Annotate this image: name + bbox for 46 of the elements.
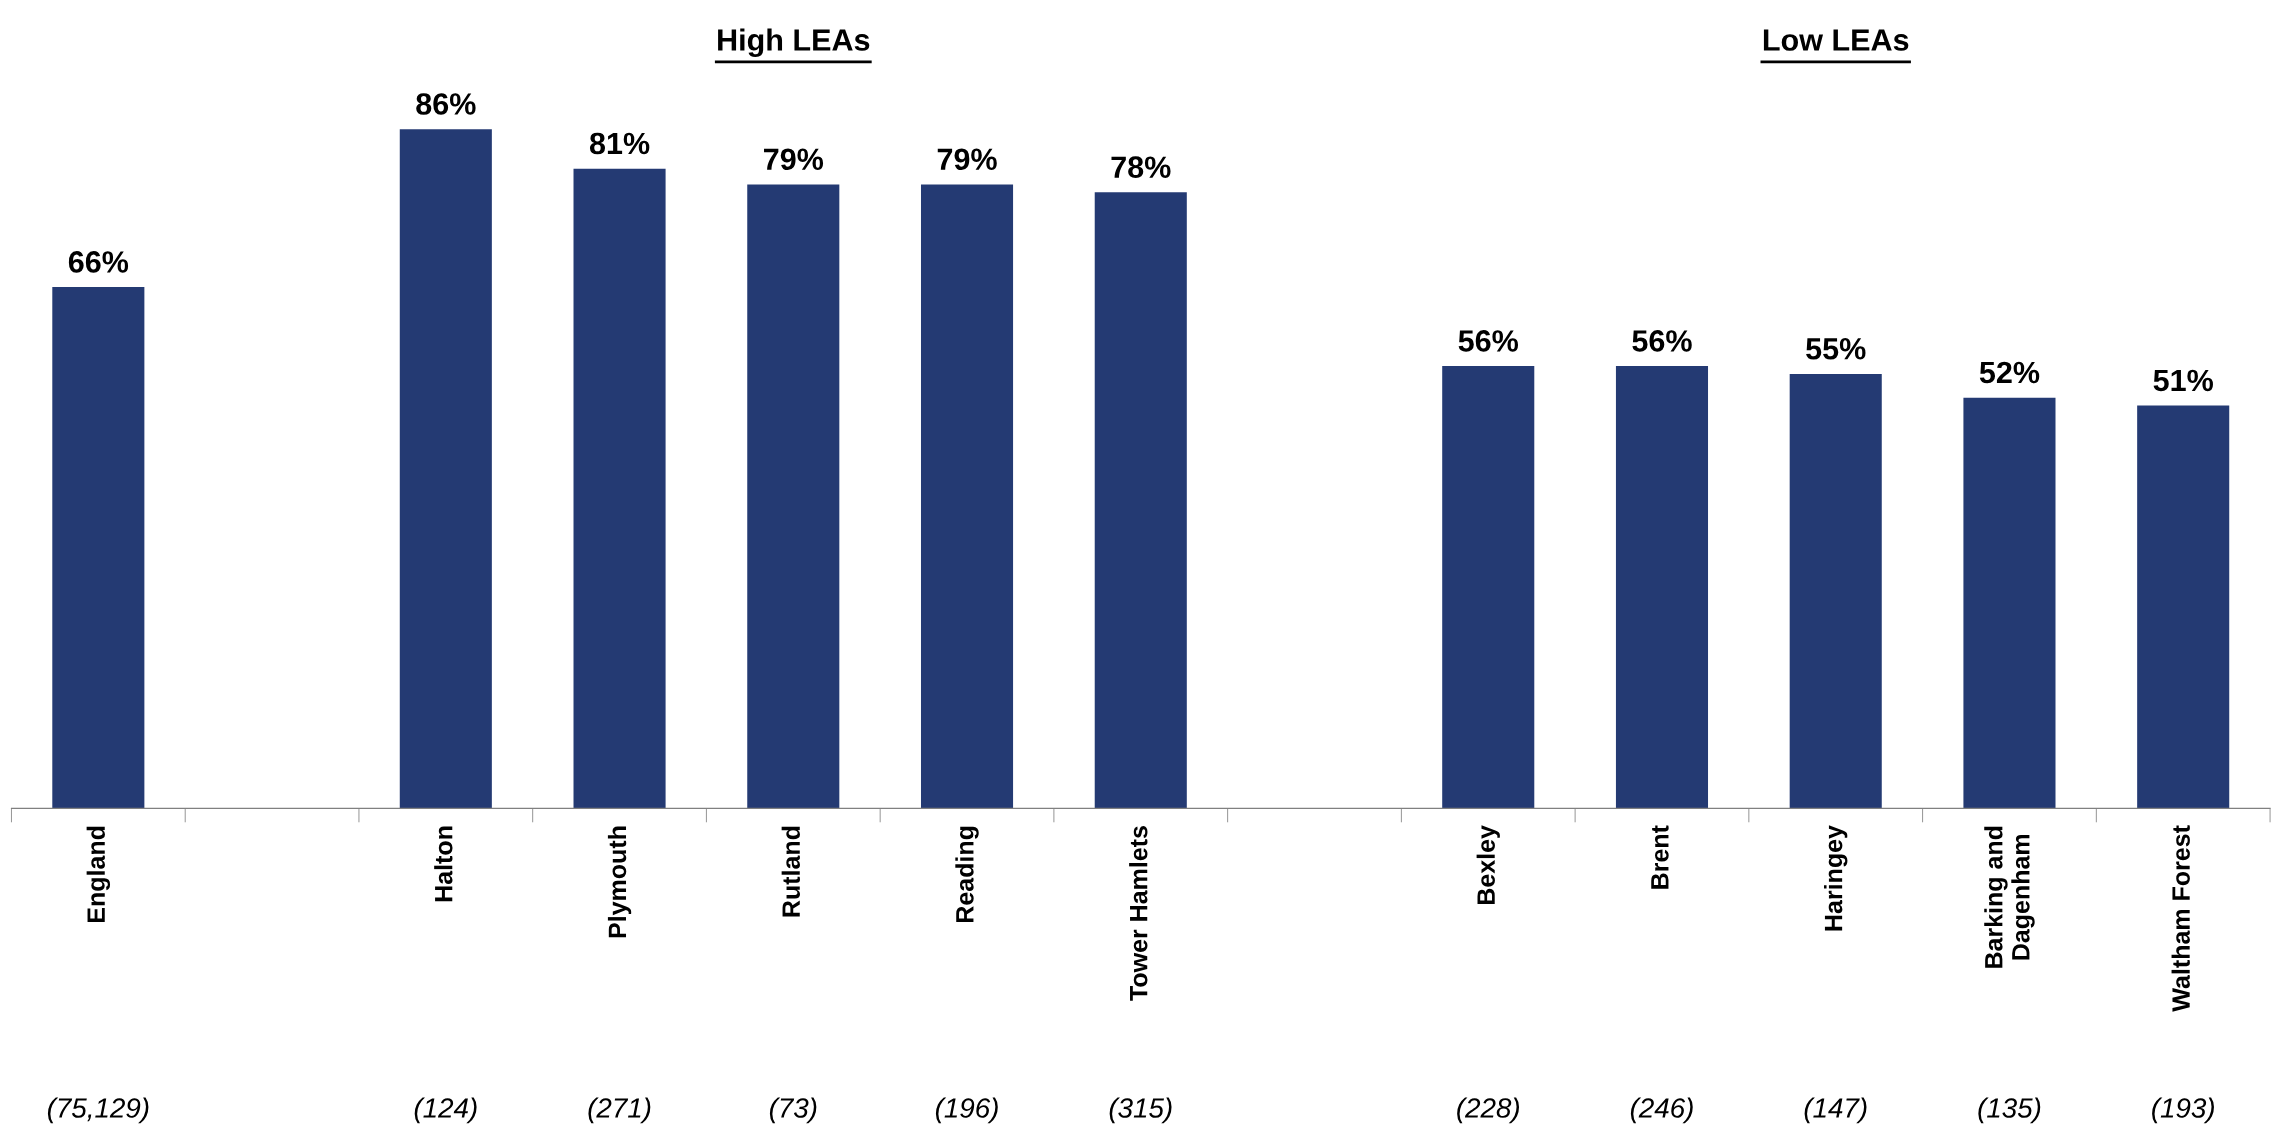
bar bbox=[1615, 366, 1709, 809]
x-tick-label: Halton bbox=[434, 826, 453, 902]
data-label: 55% bbox=[1806, 338, 1866, 360]
x-tick-label: Plymouth bbox=[607, 826, 632, 938]
bar bbox=[1094, 192, 1187, 809]
data-label: 78% bbox=[1111, 156, 1171, 178]
text: (73) bbox=[769, 1097, 817, 1124]
text: (193) bbox=[2152, 1097, 2214, 1124]
x-tick-label: Waltham Forest bbox=[2171, 825, 2190, 1012]
x-tick-label: Bexley bbox=[1476, 825, 1500, 905]
bar bbox=[52, 287, 145, 809]
bar bbox=[573, 168, 666, 809]
x-tick-label: Haringey bbox=[1824, 825, 1848, 931]
text: (135) bbox=[1978, 1097, 2041, 1124]
data-label: 56% bbox=[1458, 330, 1519, 352]
bar bbox=[1963, 397, 2056, 809]
text: (271) bbox=[588, 1097, 651, 1124]
data-label: 52% bbox=[1979, 361, 2040, 384]
text: (246) bbox=[1630, 1097, 1693, 1124]
x-tick-label: England bbox=[86, 826, 111, 922]
data-label: 66% bbox=[68, 251, 129, 273]
bar bbox=[2137, 405, 2230, 809]
text: (147) bbox=[1804, 1097, 1867, 1124]
text: High LEAs bbox=[718, 28, 870, 58]
data-label: 56% bbox=[1632, 330, 1692, 352]
text: (124) bbox=[414, 1097, 477, 1124]
text: Low LEAs bbox=[1763, 29, 1909, 51]
data-label: 51% bbox=[2153, 369, 2213, 392]
bar bbox=[1442, 366, 1535, 809]
data-label: 86% bbox=[416, 93, 476, 115]
data-label: 79% bbox=[764, 148, 824, 171]
bar bbox=[920, 184, 1014, 809]
x-tick-label: Reading bbox=[955, 826, 979, 923]
bar bbox=[747, 184, 840, 809]
bar bbox=[399, 129, 492, 809]
x-tick-label: Barking and Dagenham bbox=[1984, 826, 2035, 968]
x-tick-label: Brent bbox=[1651, 825, 1669, 889]
text: (315) bbox=[1109, 1097, 1172, 1124]
text: (75,129) bbox=[47, 1097, 149, 1124]
text: (228) bbox=[1457, 1097, 1520, 1124]
data-label: 79% bbox=[937, 148, 997, 171]
x-tick-label: Rutland bbox=[781, 826, 800, 917]
text: (196) bbox=[935, 1097, 998, 1124]
bar bbox=[1789, 374, 1882, 809]
data-label: 81% bbox=[589, 132, 650, 155]
x-tick-label: Tower Hamlets bbox=[1129, 826, 1148, 1001]
